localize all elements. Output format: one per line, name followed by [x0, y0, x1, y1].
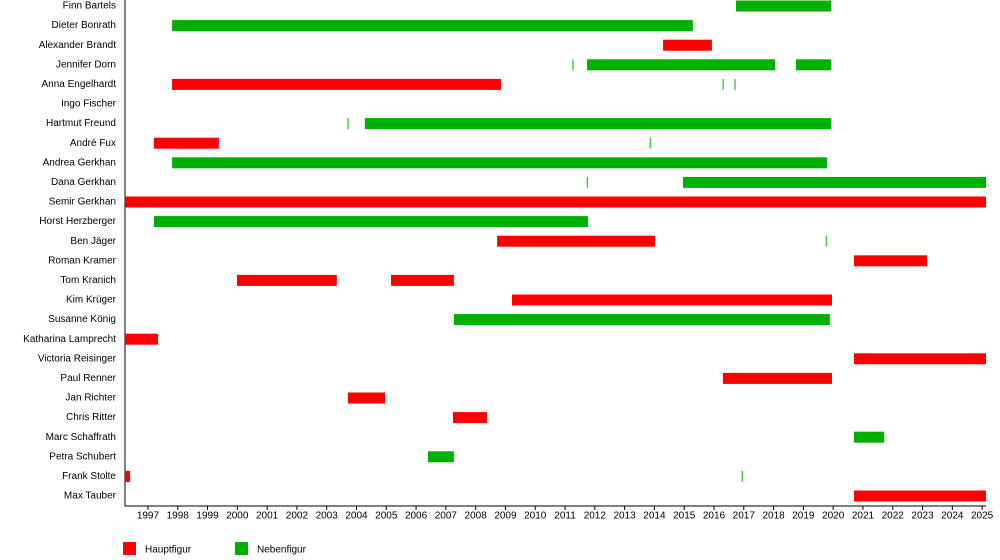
y-tick-label: Katharina Lamprecht — [23, 334, 116, 345]
bar — [125, 333, 159, 345]
bar — [512, 294, 832, 306]
bar — [497, 235, 656, 247]
y-tick-label: Horst Herzberger — [39, 216, 116, 227]
x-tick-label: 2017 — [733, 511, 756, 522]
y-tick-label: Max Tauber — [64, 491, 117, 502]
x-tick-label: 1999 — [196, 511, 219, 522]
bar — [854, 490, 986, 502]
x-tick-label: 2012 — [584, 511, 607, 522]
bar — [741, 470, 743, 482]
x-tick-label: 2016 — [703, 511, 726, 522]
y-tick-label: Ben Jäger — [70, 236, 116, 247]
y-tick-label: Marc Schaffrath — [46, 432, 116, 443]
bar — [586, 176, 588, 188]
bar — [453, 412, 487, 424]
y-tick-label: Ingo Fischer — [61, 99, 117, 110]
bar — [237, 274, 337, 286]
bar — [722, 78, 724, 90]
x-tick-label: 2013 — [613, 511, 636, 522]
x-tick-label: 2020 — [822, 511, 845, 522]
x-tick-label: 2014 — [643, 511, 666, 522]
y-tick-label: Semir Gerkhan — [49, 197, 116, 208]
y-tick-label: Victoria Reisinger — [38, 353, 117, 364]
legend-label: Nebenfigur — [257, 545, 307, 556]
bar — [125, 470, 131, 482]
x-tick-label: 2008 — [465, 511, 488, 522]
y-tick-label: Jan Richter — [65, 393, 116, 404]
x-tick-label: 2003 — [316, 511, 339, 522]
bar — [795, 59, 832, 71]
bar — [572, 59, 574, 71]
bar — [453, 314, 830, 326]
bar — [347, 118, 349, 130]
x-tick-label: 2025 — [971, 511, 994, 522]
x-tick-label: 2021 — [852, 511, 875, 522]
x-tick-label: 2024 — [941, 511, 964, 522]
y-tick-label: Susanne König — [48, 314, 116, 325]
x-tick-label: 1998 — [167, 511, 190, 522]
bar — [736, 0, 832, 12]
y-tick-label: André Fux — [70, 138, 116, 149]
legend-swatch — [235, 542, 248, 555]
y-tick-label: Petra Schubert — [49, 451, 116, 462]
legend-label: Hauptfigur — [145, 545, 192, 556]
y-tick-label: Kim Krüger — [66, 295, 117, 306]
bar — [663, 39, 712, 51]
y-tick-label: Finn Bartels — [63, 1, 116, 12]
y-tick-label: Alexander Brandt — [39, 40, 116, 51]
bar — [854, 431, 885, 443]
bar — [347, 392, 386, 404]
x-tick-label: 2010 — [524, 511, 547, 522]
y-tick-label: Roman Kramer — [48, 255, 116, 266]
y-tick-label: Tom Kranich — [60, 275, 116, 286]
bar — [427, 451, 454, 463]
y-tick-label: Chris Ritter — [66, 412, 117, 423]
y-tick-label: Paul Renner — [60, 373, 116, 384]
y-tick-label: Frank Stolte — [62, 471, 116, 482]
x-tick-label: 2011 — [554, 511, 576, 522]
x-tick-label: 2022 — [882, 511, 905, 522]
y-tick-label: Jennifer Dorn — [56, 59, 116, 70]
x-tick-label: 2015 — [673, 511, 696, 522]
x-tick-label: 1997 — [137, 511, 160, 522]
bar — [172, 20, 693, 32]
x-tick-label: 2001 — [256, 511, 279, 522]
x-tick-label: 2009 — [494, 511, 517, 522]
bar — [364, 118, 832, 130]
bar — [153, 216, 588, 228]
bar — [854, 255, 928, 267]
bar — [587, 59, 776, 71]
bar — [649, 137, 651, 149]
bar — [683, 176, 986, 188]
bar — [153, 137, 219, 149]
bar — [825, 235, 827, 247]
y-tick-label: Hartmut Freund — [46, 118, 116, 129]
y-tick-label: Anna Engelhardt — [41, 79, 116, 90]
bar — [172, 78, 501, 90]
legend-swatch — [123, 542, 136, 555]
x-tick-label: 2007 — [435, 511, 458, 522]
x-tick-label: 2019 — [792, 511, 815, 522]
bar — [172, 157, 827, 169]
x-tick-label: 2018 — [762, 511, 785, 522]
y-tick-label: Dana Gerkhan — [51, 177, 116, 188]
bar — [854, 353, 986, 365]
y-tick-label: Dieter Bonrath — [52, 20, 116, 31]
bar — [125, 196, 986, 208]
x-tick-label: 2004 — [345, 511, 368, 522]
x-tick-label: 2006 — [405, 511, 428, 522]
x-tick-label: 2002 — [286, 511, 309, 522]
bar — [734, 78, 736, 90]
y-tick-label: Andrea Gerkhan — [43, 157, 116, 168]
x-tick-label: 2023 — [911, 511, 934, 522]
bar — [391, 274, 454, 286]
x-tick-label: 2000 — [226, 511, 249, 522]
x-tick-label: 2005 — [375, 511, 398, 522]
bar — [722, 372, 832, 384]
